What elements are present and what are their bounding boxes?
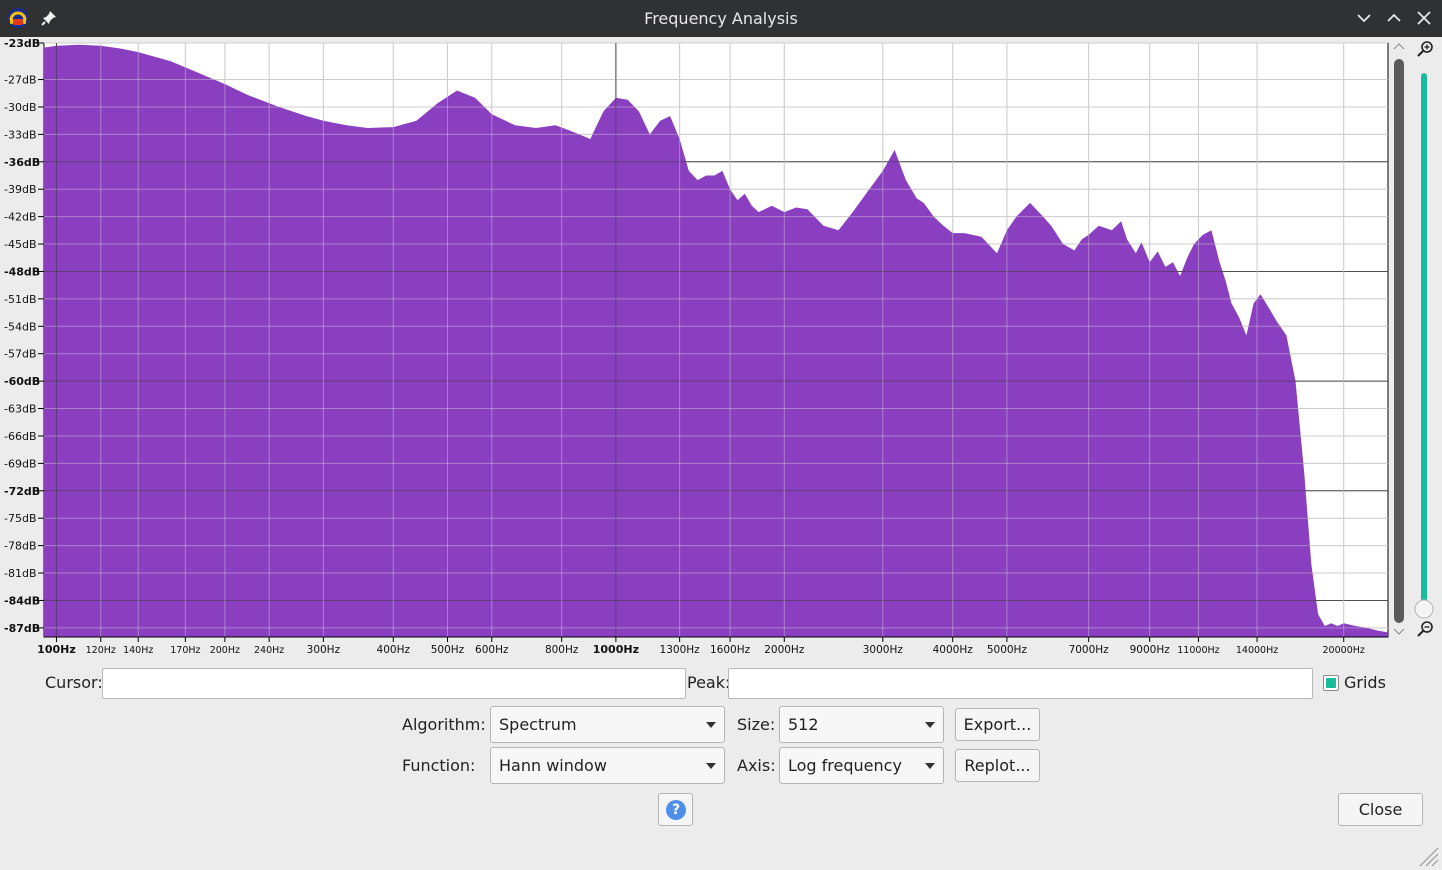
y-tick-label: -27dB xyxy=(4,74,37,87)
x-tick-label: 1600Hz xyxy=(710,644,751,656)
x-axis: 100Hz 120Hz 140Hz 170Hz 200Hz 240Hz 300Hz 400Hz… xyxy=(37,636,1388,656)
resize-grip-icon[interactable] xyxy=(1416,844,1440,868)
y-tick-label: -87dB xyxy=(4,622,40,635)
zoom-slider-track[interactable] xyxy=(1421,73,1427,603)
size-select-value: 512 xyxy=(788,715,819,734)
grid-overlay xyxy=(44,42,1388,637)
algorithm-select[interactable]: Spectrum xyxy=(490,706,725,743)
close-button[interactable]: Close xyxy=(1338,793,1423,826)
y-tick-label: -78dB xyxy=(4,540,37,553)
y-tick-label: -84dB xyxy=(4,594,40,607)
zoom-in-icon[interactable] xyxy=(1417,41,1433,57)
scroll-up-icon[interactable] xyxy=(1393,43,1405,50)
peak-field[interactable] xyxy=(728,668,1313,699)
x-tick-label: 500Hz xyxy=(431,644,465,656)
x-tick-label: 200Hz xyxy=(210,645,240,656)
chevron-down-icon xyxy=(925,722,935,728)
y-tick-label: -39dB xyxy=(4,183,37,196)
axis-label: Axis: xyxy=(737,756,776,775)
chevron-down-icon xyxy=(706,763,716,769)
function-label: Function: xyxy=(402,756,476,775)
maximize-icon[interactable] xyxy=(1385,9,1403,27)
y-tick-label: -57dB xyxy=(4,348,37,361)
cursor-label: Cursor: xyxy=(45,673,103,692)
y-tick-label: -81dB xyxy=(4,567,37,580)
window-titlebar: Frequency Analysis xyxy=(0,0,1442,37)
chevron-down-icon xyxy=(706,722,716,728)
vertical-scrollbar-thumb[interactable] xyxy=(1394,59,1404,623)
x-tick-label: 1300Hz xyxy=(660,644,701,656)
export-button[interactable]: Export... xyxy=(955,708,1040,741)
grids-checkbox[interactable] xyxy=(1323,675,1339,691)
y-tick-label: -69dB xyxy=(4,457,37,470)
y-tick-label: -36dB xyxy=(4,156,40,169)
x-tick-label: 170Hz xyxy=(170,645,200,656)
algorithm-select-value: Spectrum xyxy=(499,715,577,734)
y-tick-label: -42dB xyxy=(4,211,37,224)
help-button[interactable]: ? xyxy=(658,793,693,826)
x-tick-label: 20000Hz xyxy=(1323,645,1365,656)
function-select-value: Hann window xyxy=(499,756,607,775)
size-select[interactable]: 512 xyxy=(779,706,944,743)
y-tick-label: -33dB xyxy=(4,128,37,141)
y-tick-label: -60dB xyxy=(4,375,40,388)
checkbox-check-mark xyxy=(1326,678,1336,688)
zoom-out-icon[interactable] xyxy=(1417,621,1433,637)
axis-select[interactable]: Log frequency xyxy=(779,747,944,784)
function-select[interactable]: Hann window xyxy=(490,747,725,784)
spectrum-area xyxy=(44,44,1388,638)
minimize-icon[interactable] xyxy=(1355,9,1373,27)
grids-label: Grids xyxy=(1344,673,1386,692)
x-tick-label: 300Hz xyxy=(307,644,341,656)
replot-button[interactable]: Replot... xyxy=(955,749,1040,782)
y-axis: -23dB -27dB -30dB -33dB -36dB -39dB -42dB -45dB… xyxy=(4,37,44,635)
size-label: Size: xyxy=(737,715,776,734)
pin-icon[interactable] xyxy=(40,9,58,27)
x-tick-label: 240Hz xyxy=(254,645,284,656)
x-tick-label: 1000Hz xyxy=(593,643,639,656)
peak-label: Peak: xyxy=(687,673,731,692)
x-tick-label: 7000Hz xyxy=(1069,644,1110,656)
chevron-down-icon xyxy=(925,763,935,769)
x-tick-label: 4000Hz xyxy=(933,644,974,656)
x-tick-label: 5000Hz xyxy=(987,644,1028,656)
x-tick-label: 2000Hz xyxy=(764,644,805,656)
x-tick-label: 100Hz xyxy=(37,643,76,656)
help-icon: ? xyxy=(666,800,686,820)
y-tick-label: -51dB xyxy=(4,293,37,306)
x-tick-label: 9000Hz xyxy=(1130,644,1171,656)
y-tick-label: -48dB xyxy=(4,265,40,278)
x-tick-label: 11000Hz xyxy=(1177,645,1219,656)
y-tick-label: -54dB xyxy=(4,320,37,333)
algorithm-label: Algorithm: xyxy=(402,715,486,734)
y-tick-label: -23dB xyxy=(4,37,40,50)
y-tick-label: -45dB xyxy=(4,238,37,251)
x-tick-label: 400Hz xyxy=(377,644,411,656)
x-tick-label: 600Hz xyxy=(475,644,509,656)
cursor-field[interactable] xyxy=(102,668,686,699)
scroll-down-icon[interactable] xyxy=(1393,628,1405,635)
x-tick-label: 120Hz xyxy=(86,645,116,656)
spectrum-plot-area: -23dB -27dB -30dB -33dB -36dB -39dB -42dB -45dB… xyxy=(0,37,1442,662)
x-tick-label: 800Hz xyxy=(545,644,579,656)
x-tick-label: 140Hz xyxy=(123,645,153,656)
audacity-app-icon xyxy=(8,8,28,28)
axis-select-value: Log frequency xyxy=(788,756,902,775)
y-tick-label: -66dB xyxy=(4,430,37,443)
close-icon[interactable] xyxy=(1415,9,1433,27)
window-title: Frequency Analysis xyxy=(644,9,798,28)
zoom-slider-handle[interactable] xyxy=(1414,599,1434,619)
x-tick-label: 3000Hz xyxy=(863,644,904,656)
y-tick-label: -30dB xyxy=(4,101,37,114)
spectrum-chart[interactable]: -23dB -27dB -30dB -33dB -36dB -39dB -42dB -45dB… xyxy=(0,37,1442,662)
y-tick-label: -72dB xyxy=(4,485,40,498)
y-tick-label: -75dB xyxy=(4,512,37,525)
y-tick-label: -63dB xyxy=(4,403,37,416)
x-tick-label: 14000Hz xyxy=(1236,645,1278,656)
